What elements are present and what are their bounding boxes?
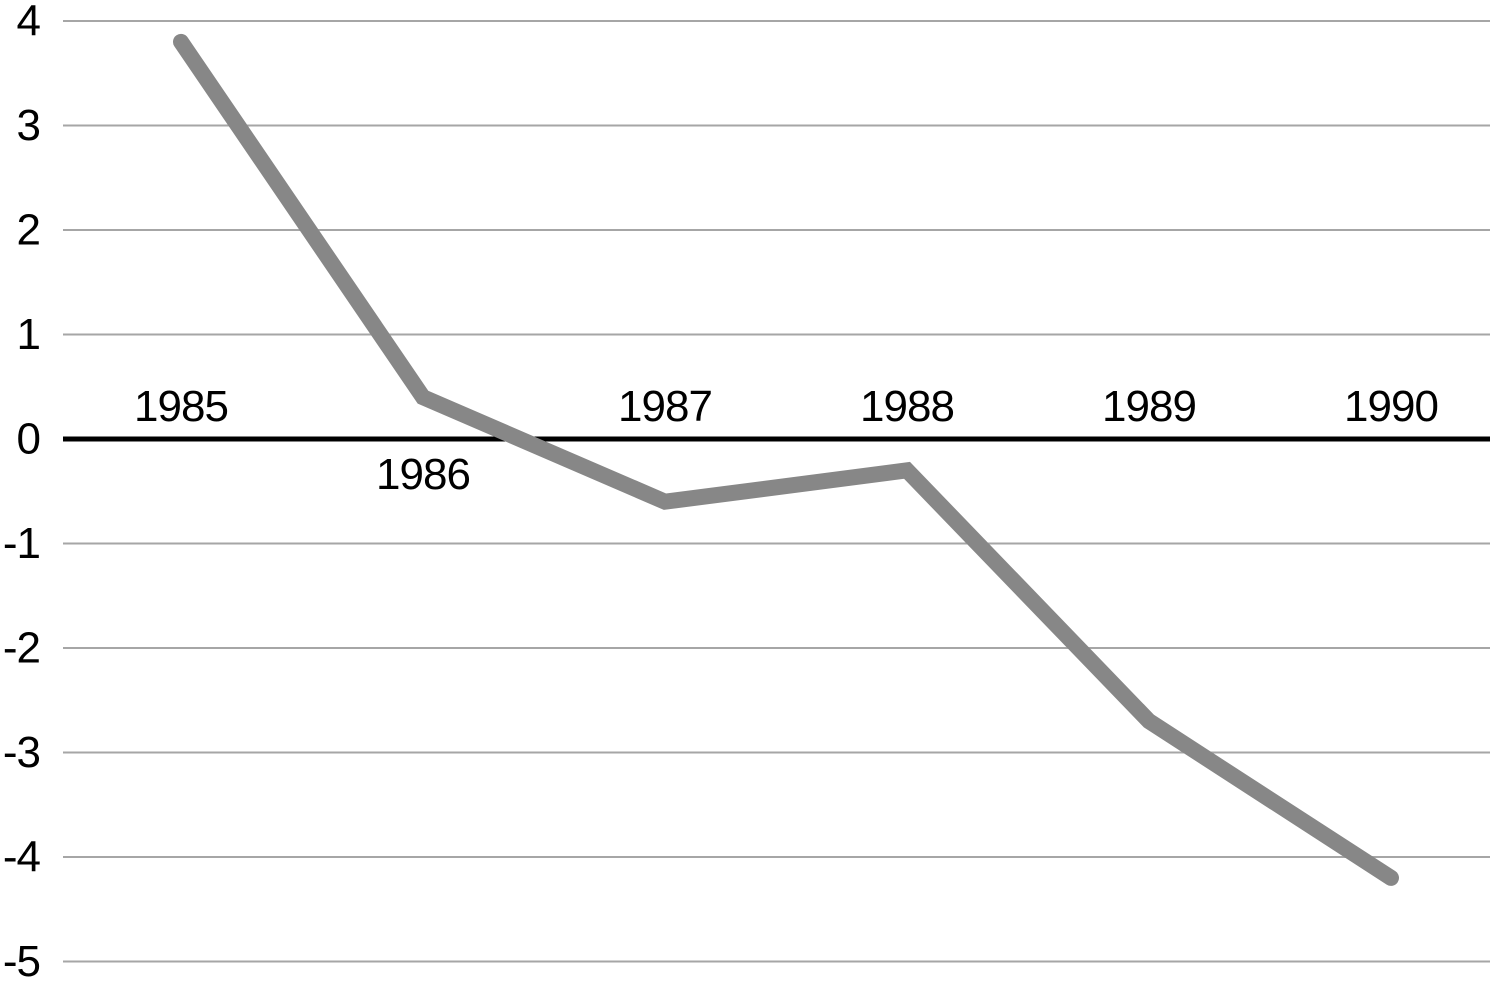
x-category-label: 1990 [1344,382,1438,431]
x-category-label: 1987 [618,382,712,431]
data-line [173,33,1399,886]
y-tick-label: 4 [17,0,41,46]
y-tick-label: -5 [3,937,40,985]
y-tick-label: 0 [17,415,40,464]
x-category-label: 1989 [1102,382,1196,431]
y-tick-label: 2 [17,206,40,255]
y-tick-label: 3 [17,101,40,150]
x-category-label: 1986 [376,450,470,499]
y-tick-label: -1 [3,519,40,568]
y-tick-label: -2 [3,624,40,673]
x-category-label: 1985 [134,382,228,431]
y-tick-label: -4 [3,833,41,882]
y-tick-label: -3 [3,728,40,777]
y-tick-label: 1 [17,310,40,359]
x-category-label: 1988 [860,382,954,431]
